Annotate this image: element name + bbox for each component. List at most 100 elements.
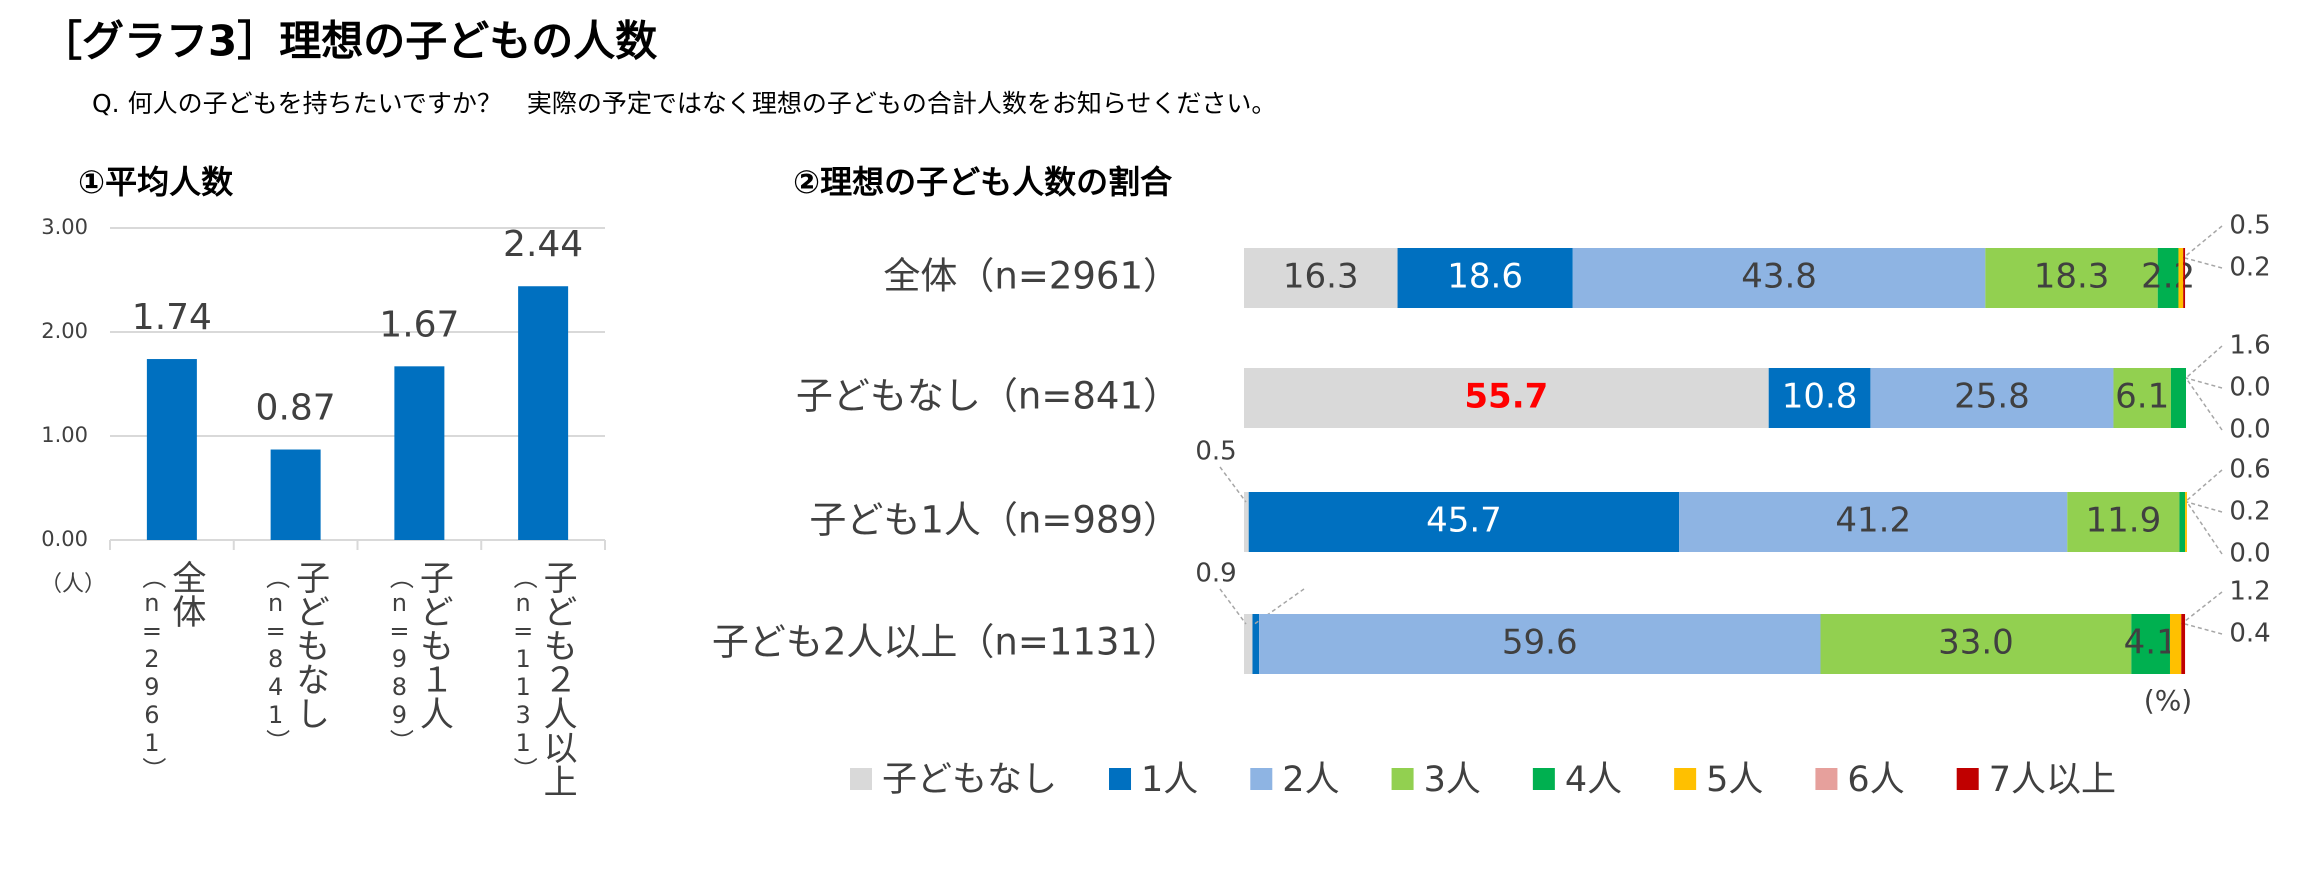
- value-label: 0.87: [256, 388, 336, 429]
- leader-line: [2185, 377, 2223, 431]
- bar-segment: [2183, 248, 2186, 308]
- value-label: 0.2: [2229, 253, 2270, 283]
- leader-line: [2185, 345, 2223, 379]
- y-tick-label: 子ども1人（n=989）: [809, 499, 1180, 542]
- bar-segment: [1679, 492, 2068, 552]
- bar-segment: [1244, 492, 1249, 552]
- bar-segment: [2178, 248, 2184, 308]
- value-label: 2.2: [2141, 257, 2195, 297]
- leader-line: [2184, 469, 2223, 503]
- value-label: 0.2: [2229, 497, 2270, 527]
- value-label: 33.0: [1938, 623, 2014, 663]
- y-tick-label: 子どもなし（n=841）: [796, 375, 1180, 418]
- bar-segment: [2169, 614, 2182, 674]
- legend-swatch: [1391, 768, 1414, 790]
- value-label: 0.9: [1195, 559, 1236, 589]
- bar-segment: [1768, 368, 1871, 428]
- bar-segment: [1248, 492, 1680, 552]
- value-label: 0.4: [2229, 619, 2270, 649]
- bar: [270, 449, 321, 540]
- bar-segment: [1820, 614, 2132, 674]
- value-label: 11.9: [2086, 501, 2162, 541]
- value-label: 0.6: [2229, 455, 2270, 485]
- value-label: 0.5: [2229, 211, 2270, 241]
- bar-segment: [2179, 492, 2186, 552]
- y-unit: （人）: [40, 572, 106, 597]
- legend-swatch: [1815, 768, 1838, 790]
- value-label: 45.7: [1426, 501, 1502, 541]
- bar-segment: [1985, 248, 2158, 308]
- legend-label: 1人: [1141, 760, 1198, 800]
- bar-segment: [1244, 248, 1398, 308]
- value-label: 18.3: [2034, 257, 2110, 297]
- bar-segment: [2181, 614, 2186, 674]
- y-tick-label: 全体（n=2961）: [883, 255, 1180, 298]
- x-tick-label: 子どもなし: [290, 560, 330, 730]
- bar-segment: [1244, 614, 1253, 674]
- bar-segment: [2157, 248, 2179, 308]
- legend-swatch: [1109, 768, 1132, 790]
- x-tick-label: 子ども２人以上: [537, 560, 577, 798]
- leader-line: [1219, 466, 1247, 503]
- legend-label: 4人: [1565, 760, 1622, 800]
- value-label: 18.6: [1447, 257, 1523, 297]
- leader-line: [2186, 501, 2223, 513]
- legend-swatch: [1250, 768, 1273, 790]
- x-tick-label: 全体: [166, 560, 206, 628]
- bar: [146, 359, 197, 540]
- y-tick-label: 2.00: [41, 319, 88, 343]
- bar-segment: [1870, 368, 2114, 428]
- value-label: 1.67: [379, 304, 459, 345]
- value-label: 6.1: [2115, 377, 2169, 417]
- page-title: ［グラフ3］理想の子どもの人数: [40, 17, 657, 66]
- bar-segment: [2170, 368, 2186, 428]
- bar: [518, 286, 569, 540]
- value-label: 1.74: [132, 297, 212, 338]
- legend-label: 7人以上: [1989, 760, 2116, 800]
- leader-line: [2186, 501, 2223, 555]
- unit-label: (%): [2144, 684, 2192, 717]
- value-label: 59.6: [1502, 623, 1578, 663]
- y-tick-label: 0.00: [41, 527, 88, 551]
- value-label: 43.8: [1741, 257, 1817, 297]
- question: Q. 何人の子どもを持ちたいですか？ 実際の予定ではなく理想の子どもの合計人数を…: [92, 89, 1276, 118]
- bar-segment: [2113, 368, 2171, 428]
- value-label: 25.8: [1954, 377, 2030, 417]
- value-label: 2.44: [503, 224, 583, 265]
- value-label: 10.8: [1782, 377, 1858, 417]
- leader-line: [2180, 591, 2223, 625]
- legend-swatch: [850, 768, 872, 790]
- value-label: 41.2: [1835, 501, 1911, 541]
- x-tick-note: （n=1131）: [509, 565, 537, 781]
- legend-label: 子どもなし: [882, 760, 1057, 800]
- x-tick-label: 子ども１人: [413, 560, 453, 730]
- value-label: 55.7: [1464, 377, 1548, 417]
- legend-swatch: [1674, 768, 1697, 790]
- bar-segment: [1244, 368, 1769, 428]
- x-tick-note: （n=2961）: [138, 565, 166, 781]
- value-label: 0.5: [1195, 437, 1236, 467]
- value-label: 1.2: [2229, 577, 2270, 607]
- value-label: 16.3: [1283, 257, 1359, 297]
- value-label: 0.0: [2229, 539, 2270, 569]
- legend-swatch: [1956, 768, 1979, 790]
- legend-label: 5人: [1706, 760, 1763, 800]
- leader-line: [1219, 588, 1247, 625]
- bar-segment: [1252, 614, 1260, 674]
- leader-line: [2182, 225, 2223, 259]
- chart-title: ①平均人数: [78, 163, 234, 201]
- value-label: 0.7: [1323, 557, 1364, 587]
- legend-label: 6人: [1847, 760, 1904, 800]
- y-tick-label: 3.00: [41, 215, 88, 239]
- leader-line: [2184, 257, 2223, 269]
- bar-segment: [1572, 248, 1986, 308]
- bar: [394, 366, 445, 540]
- bar-segment: [1397, 248, 1573, 308]
- value-label: 0.0: [2229, 373, 2270, 403]
- value-label: 1.6: [2229, 331, 2270, 361]
- value-label: 0.0: [2229, 415, 2270, 445]
- value-label: 4.1: [2124, 623, 2178, 663]
- legend-label: 3人: [1424, 760, 1481, 800]
- x-tick-note: （n=841）: [262, 565, 290, 753]
